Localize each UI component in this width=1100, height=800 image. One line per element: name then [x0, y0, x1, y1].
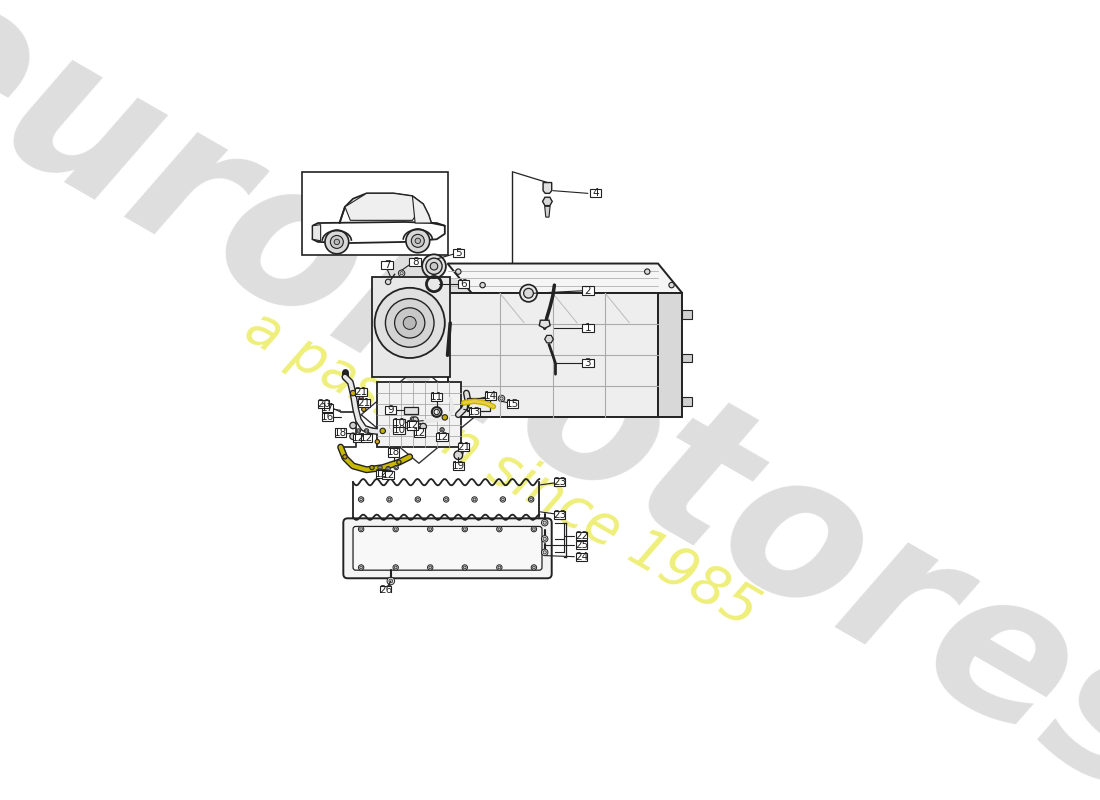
FancyBboxPatch shape — [353, 526, 542, 570]
FancyBboxPatch shape — [554, 510, 565, 518]
FancyBboxPatch shape — [590, 190, 601, 198]
FancyBboxPatch shape — [322, 414, 333, 422]
Circle shape — [498, 528, 500, 530]
FancyBboxPatch shape — [582, 286, 594, 294]
Circle shape — [531, 526, 537, 532]
Circle shape — [417, 498, 419, 501]
Circle shape — [375, 439, 379, 444]
Circle shape — [528, 497, 534, 502]
Text: 1: 1 — [584, 323, 591, 334]
Circle shape — [394, 466, 398, 470]
Polygon shape — [543, 182, 552, 194]
Circle shape — [455, 269, 461, 274]
Circle shape — [442, 414, 448, 420]
Circle shape — [395, 466, 397, 469]
Circle shape — [397, 460, 401, 464]
FancyBboxPatch shape — [409, 258, 421, 266]
Circle shape — [350, 390, 355, 396]
FancyBboxPatch shape — [469, 408, 481, 416]
Circle shape — [543, 521, 547, 524]
Circle shape — [669, 282, 674, 288]
FancyBboxPatch shape — [437, 434, 448, 442]
Circle shape — [378, 466, 382, 470]
Circle shape — [496, 565, 502, 570]
Text: 23: 23 — [553, 477, 566, 487]
FancyBboxPatch shape — [361, 434, 372, 442]
Circle shape — [394, 566, 397, 569]
Circle shape — [365, 430, 367, 432]
FancyBboxPatch shape — [394, 419, 405, 427]
Circle shape — [543, 550, 547, 554]
Circle shape — [443, 497, 449, 502]
Circle shape — [472, 497, 477, 502]
Circle shape — [387, 497, 393, 502]
Circle shape — [480, 282, 485, 288]
Circle shape — [541, 519, 548, 526]
Text: 12: 12 — [375, 469, 388, 479]
FancyBboxPatch shape — [376, 470, 387, 478]
Bar — [682, 397, 692, 406]
Circle shape — [359, 497, 364, 502]
Circle shape — [360, 498, 363, 501]
Bar — [372, 277, 450, 377]
Text: 22: 22 — [575, 531, 589, 541]
Circle shape — [406, 229, 430, 253]
Circle shape — [415, 497, 420, 502]
Polygon shape — [345, 194, 424, 220]
Circle shape — [364, 429, 368, 433]
Circle shape — [429, 566, 431, 569]
Circle shape — [358, 430, 360, 432]
Polygon shape — [544, 206, 550, 217]
Circle shape — [411, 234, 425, 247]
Text: 13: 13 — [468, 407, 481, 417]
FancyBboxPatch shape — [507, 400, 518, 408]
Circle shape — [324, 230, 349, 254]
Circle shape — [499, 397, 503, 400]
Circle shape — [429, 528, 431, 530]
Text: 3: 3 — [584, 358, 591, 369]
Bar — [405, 406, 418, 414]
Circle shape — [430, 262, 438, 270]
Text: 14: 14 — [484, 390, 497, 401]
Text: 12: 12 — [436, 432, 449, 442]
Polygon shape — [412, 196, 431, 223]
Text: 18: 18 — [387, 447, 400, 458]
Text: 6: 6 — [461, 279, 468, 289]
Circle shape — [343, 454, 348, 459]
FancyBboxPatch shape — [575, 532, 587, 540]
Bar — [301, 172, 448, 255]
Circle shape — [417, 423, 421, 428]
Circle shape — [462, 526, 468, 532]
Polygon shape — [542, 198, 552, 206]
Circle shape — [531, 565, 537, 570]
Circle shape — [454, 451, 463, 459]
Circle shape — [393, 565, 398, 570]
Circle shape — [530, 498, 532, 501]
Text: 26: 26 — [378, 585, 392, 595]
Circle shape — [532, 566, 536, 569]
Text: 12: 12 — [352, 433, 365, 443]
Circle shape — [441, 429, 443, 431]
FancyBboxPatch shape — [431, 394, 442, 402]
Circle shape — [524, 288, 534, 298]
Circle shape — [462, 565, 468, 570]
Circle shape — [418, 425, 420, 426]
Circle shape — [334, 239, 340, 245]
Circle shape — [359, 396, 363, 401]
Polygon shape — [539, 320, 550, 328]
Circle shape — [356, 429, 361, 433]
Text: 10: 10 — [393, 425, 406, 435]
Circle shape — [387, 467, 389, 470]
FancyBboxPatch shape — [379, 586, 392, 594]
Polygon shape — [448, 294, 658, 418]
Circle shape — [386, 466, 390, 471]
Circle shape — [645, 269, 650, 274]
Circle shape — [541, 549, 548, 555]
Circle shape — [394, 528, 397, 530]
Circle shape — [370, 466, 374, 470]
Text: 25: 25 — [575, 540, 589, 550]
FancyBboxPatch shape — [452, 249, 464, 257]
Circle shape — [532, 528, 536, 530]
FancyBboxPatch shape — [318, 400, 329, 408]
